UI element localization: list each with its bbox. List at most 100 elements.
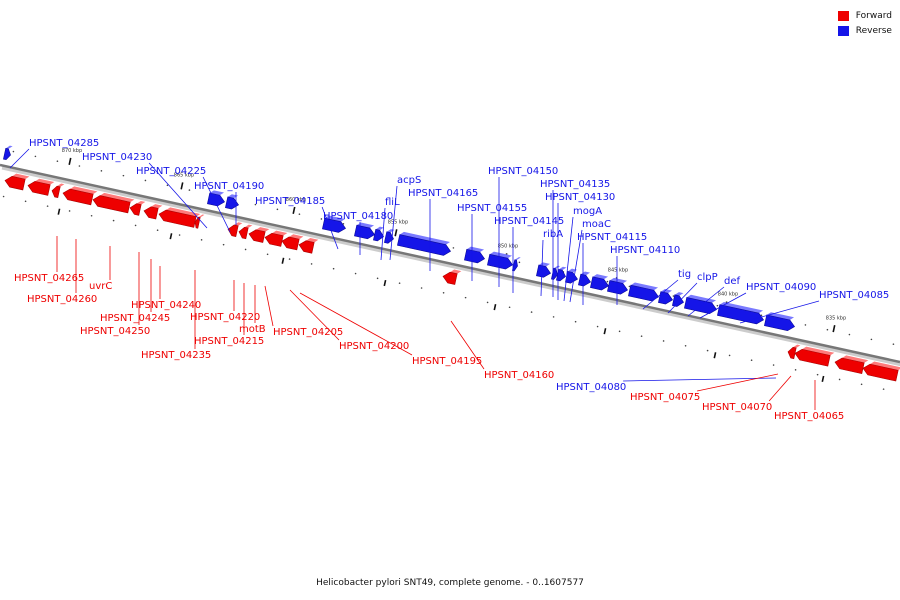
- forward-gene[interactable]: [158, 205, 201, 228]
- reverse-gene-label-hpsnt-04080[interactable]: HPSNT_04080: [556, 382, 626, 393]
- minor-tick-lower: [200, 239, 203, 241]
- reverse-gene-label-hpsnt-04230[interactable]: HPSNT_04230: [82, 152, 152, 163]
- reverse-gene-label-tig[interactable]: tig: [678, 269, 691, 280]
- kbp-tick-label: 855 kbp: [388, 219, 408, 225]
- reverse-gene-label-hpsnt-04110[interactable]: HPSNT_04110: [610, 245, 680, 256]
- reverse-gene[interactable]: [464, 246, 486, 264]
- reverse-gene[interactable]: [565, 268, 579, 285]
- reverse-gene-label-hpsnt-04185[interactable]: HPSNT_04185: [255, 196, 325, 207]
- reverse-gene[interactable]: [672, 291, 685, 307]
- major-tick-lower: [493, 304, 497, 311]
- forward-gene[interactable]: [834, 353, 869, 374]
- reverse-gene[interactable]: [607, 277, 629, 295]
- minor-tick: [606, 280, 609, 283]
- reverse-gene-label-riba[interactable]: ribA: [543, 229, 563, 240]
- forward-gene[interactable]: [298, 236, 319, 254]
- forward-gene[interactable]: [51, 182, 65, 198]
- forward-gene-label-hpsnt-04260[interactable]: HPSNT_04260: [27, 294, 97, 305]
- forward-gene[interactable]: [794, 345, 835, 367]
- minor-tick-lower: [354, 272, 357, 275]
- reverse-gene-label-hpsnt-04145[interactable]: HPSNT_04145: [494, 216, 564, 227]
- reverse-gene-label-hpsnt-04115[interactable]: HPSNT_04115: [577, 232, 647, 243]
- forward-gene[interactable]: [248, 225, 270, 243]
- reverse-gene[interactable]: [207, 190, 226, 208]
- reverse-gene[interactable]: [225, 194, 240, 211]
- forward-gene-label-hpsnt-04245[interactable]: HPSNT_04245: [100, 313, 170, 324]
- reverse-gene[interactable]: [556, 266, 567, 282]
- reverse-gene[interactable]: [578, 271, 592, 288]
- forward-gene[interactable]: [92, 191, 135, 214]
- reverse-gene-label-hpsnt-04285[interactable]: HPSNT_04285: [29, 138, 99, 149]
- reverse-gene-label-moga[interactable]: mogA: [573, 206, 602, 217]
- minor-tick: [320, 218, 323, 220]
- major-tick: [394, 229, 398, 237]
- forward-gene-label-hpsnt-04075[interactable]: HPSNT_04075: [630, 392, 700, 403]
- kbp-tick-label: 860 kbp: [286, 197, 306, 203]
- forward-gene[interactable]: [787, 343, 801, 360]
- forward-gene[interactable]: [27, 177, 55, 197]
- reverse-gene-label-hpsnt-04135[interactable]: HPSNT_04135: [540, 179, 610, 190]
- reverse-gene[interactable]: [354, 222, 376, 240]
- reverse-gene[interactable]: [536, 262, 552, 279]
- reverse-gene[interactable]: [384, 228, 395, 244]
- reverse-gene-label-hpsnt-04085[interactable]: HPSNT_04085: [819, 290, 889, 301]
- forward-gene-label-hpsnt-04215[interactable]: HPSNT_04215: [194, 336, 264, 347]
- forward-gene[interactable]: [62, 184, 98, 206]
- reverse-gene[interactable]: [764, 311, 796, 332]
- reverse-gene[interactable]: [487, 251, 514, 270]
- major-tick-lower: [603, 328, 607, 335]
- forward-gene-label-hpsnt-04250[interactable]: HPSNT_04250: [80, 326, 150, 337]
- reverse-gene-label-hpsnt-04155[interactable]: HPSNT_04155: [457, 203, 527, 214]
- reverse-gene-label-flil[interactable]: fliL: [385, 197, 400, 208]
- forward-gene[interactable]: [442, 268, 462, 286]
- forward-gene-label-hpsnt-04070[interactable]: HPSNT_04070: [702, 402, 772, 413]
- forward-gene-label-uvrc[interactable]: uvrC: [89, 281, 112, 292]
- forward-gene[interactable]: [129, 199, 146, 216]
- forward-gene[interactable]: [281, 232, 304, 251]
- forward-gene-label-hpsnt-04265[interactable]: HPSNT_04265: [14, 273, 84, 284]
- reverse-gene[interactable]: [717, 301, 765, 325]
- reverse-gene[interactable]: [684, 294, 718, 315]
- reverse-gene[interactable]: [397, 231, 452, 257]
- reverse-gene-label-moac[interactable]: moaC: [582, 219, 611, 230]
- forward-gene-label-motb[interactable]: motB: [239, 324, 266, 335]
- reverse-gene-label-acps[interactable]: acpS: [397, 175, 421, 186]
- reverse-gene-label-hpsnt-04150[interactable]: HPSNT_04150: [488, 166, 558, 177]
- reverse-gene[interactable]: [628, 282, 660, 303]
- forward-gene[interactable]: [143, 202, 163, 220]
- reverse-gene-label-hpsnt-04130[interactable]: HPSNT_04130: [545, 192, 615, 203]
- reverse-gene[interactable]: [3, 145, 13, 161]
- forward-gene[interactable]: [238, 223, 253, 240]
- forward-gene[interactable]: [862, 359, 900, 382]
- forward-gene-label-hpsnt-04160[interactable]: HPSNT_04160: [484, 370, 554, 381]
- reverse-gene-label-hpsnt-04165[interactable]: HPSNT_04165: [408, 188, 478, 199]
- reverse-gene[interactable]: [322, 215, 347, 234]
- reverse-gene-label-hpsnt-04090[interactable]: HPSNT_04090: [746, 282, 816, 293]
- forward-gene[interactable]: [4, 172, 30, 191]
- forward-gene[interactable]: [194, 213, 205, 229]
- forward-gene-leader-line: [289, 289, 340, 341]
- reverse-gene-label-hpsnt-04225[interactable]: HPSNT_04225: [136, 166, 206, 177]
- legend-label-forward: Forward: [855, 10, 892, 21]
- reverse-gene-label-def[interactable]: def: [724, 276, 741, 287]
- reverse-gene[interactable]: [658, 288, 674, 305]
- forward-gene-label-hpsnt-04235[interactable]: HPSNT_04235: [141, 350, 211, 361]
- forward-gene-label-hpsnt-04220[interactable]: HPSNT_04220: [190, 312, 260, 323]
- reverse-gene[interactable]: [590, 273, 610, 291]
- reverse-gene[interactable]: [512, 256, 521, 272]
- forward-gene-label-hpsnt-04205[interactable]: HPSNT_04205: [273, 327, 343, 338]
- reverse-gene-label-hpsnt-04180[interactable]: HPSNT_04180: [323, 211, 393, 222]
- reverse-gene-leader-line: [321, 206, 339, 250]
- reverse-gene-label-clpp[interactable]: clpP: [697, 272, 718, 283]
- forward-gene[interactable]: [264, 229, 288, 248]
- minor-tick-lower: [618, 330, 621, 333]
- reverse-gene-label-hpsnt-04190[interactable]: HPSNT_04190: [194, 181, 264, 192]
- minor-tick: [298, 213, 301, 215]
- forward-gene-label-hpsnt-04240[interactable]: HPSNT_04240: [131, 300, 201, 311]
- forward-gene-label-hpsnt-04200[interactable]: HPSNT_04200: [339, 341, 409, 352]
- minor-tick-lower: [332, 267, 335, 270]
- forward-gene[interactable]: [227, 220, 243, 237]
- forward-gene-label-hpsnt-04065[interactable]: HPSNT_04065: [774, 411, 844, 422]
- forward-gene-label-hpsnt-04195[interactable]: HPSNT_04195: [412, 356, 482, 367]
- reverse-gene[interactable]: [373, 226, 385, 242]
